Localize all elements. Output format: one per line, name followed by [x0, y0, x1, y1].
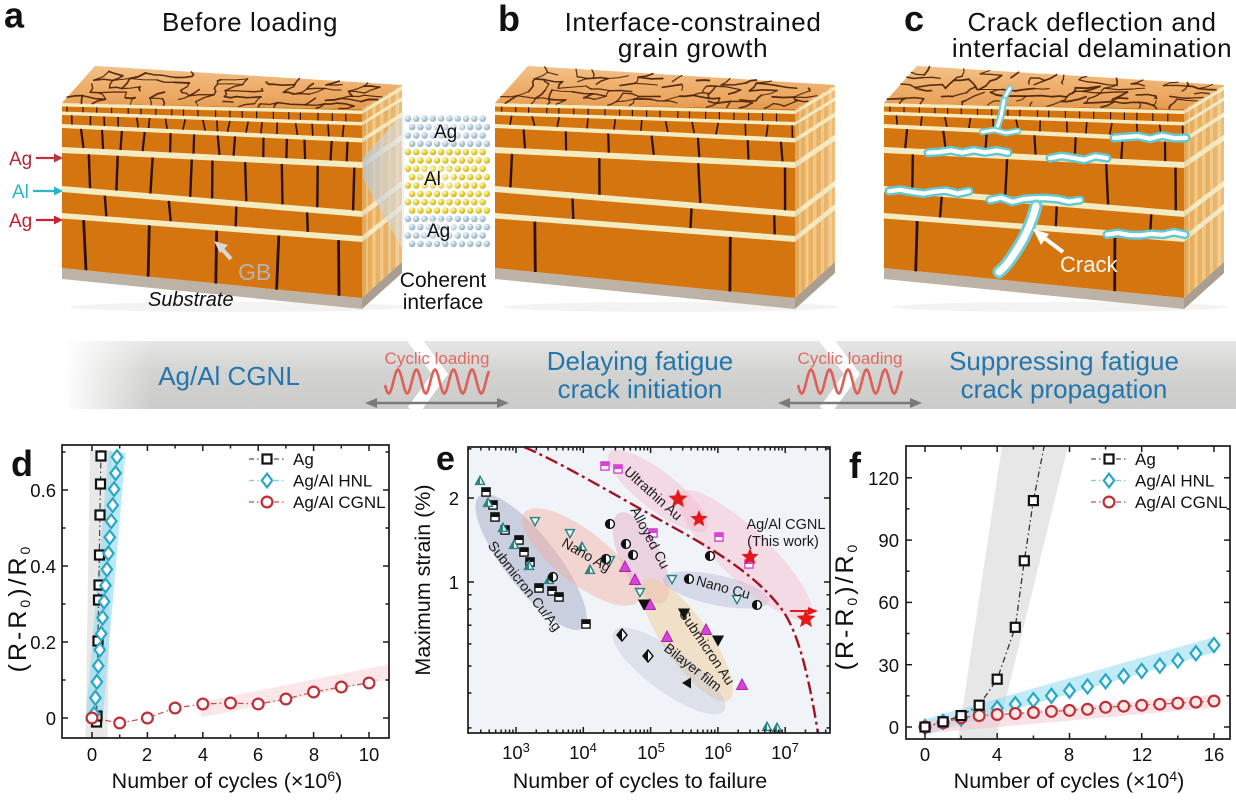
svg-text:0: 0: [889, 717, 899, 738]
svg-text:Ag: Ag: [427, 221, 450, 242]
svg-text:d: d: [11, 443, 33, 484]
svg-text:f: f: [849, 445, 862, 486]
svg-text:Before loading: Before loading: [162, 7, 338, 37]
svg-text:8: 8: [309, 744, 319, 765]
svg-text:0.6: 0.6: [30, 480, 56, 501]
svg-text:Number of cycles (×104): Number of cycles (×104): [954, 768, 1185, 793]
svg-text:e: e: [436, 440, 455, 478]
svg-text:16: 16: [1204, 744, 1225, 765]
svg-text:Ag/Al CGNL: Ag/Al CGNL: [293, 493, 386, 512]
svg-text:GB: GB: [238, 259, 271, 285]
svg-text:2: 2: [142, 744, 152, 765]
svg-text:6: 6: [253, 744, 263, 765]
svg-text:Ag/Al HNL: Ag/Al HNL: [293, 472, 372, 491]
svg-text:crack propagation: crack propagation: [961, 374, 1168, 404]
svg-text:Ag: Ag: [293, 450, 314, 469]
svg-text:Delaying fatigue: Delaying fatigue: [547, 346, 733, 376]
svg-text:Coherent: Coherent: [400, 269, 487, 292]
svg-text:Ag/Al CGNL: Ag/Al CGNL: [1135, 493, 1228, 512]
svg-text:Ag: Ag: [1135, 450, 1156, 469]
svg-text:(R-R0)/R0: (R-R0)/R0: [831, 542, 860, 671]
svg-text:4: 4: [198, 744, 208, 765]
svg-text:Number of cycles (×106): Number of cycles (×106): [112, 768, 343, 793]
svg-text:90: 90: [878, 530, 899, 551]
svg-text:Ag: Ag: [9, 149, 32, 170]
svg-text:0: 0: [920, 744, 930, 765]
svg-text:10: 10: [359, 744, 380, 765]
svg-text:Al: Al: [424, 169, 441, 190]
svg-text:Maximum strain (%): Maximum strain (%): [411, 484, 435, 675]
svg-text:Cyclic loading: Cyclic loading: [798, 349, 903, 368]
svg-text:interface: interface: [403, 291, 484, 314]
svg-text:(R-R0)/R0: (R-R0)/R0: [4, 544, 33, 673]
svg-text:0.2: 0.2: [30, 632, 56, 653]
svg-text:60: 60: [878, 592, 899, 613]
svg-text:0: 0: [46, 708, 56, 729]
svg-text:Al: Al: [12, 182, 29, 203]
svg-text:8: 8: [1064, 744, 1074, 765]
svg-text:Crack: Crack: [1060, 252, 1118, 277]
svg-text:0.4: 0.4: [30, 556, 56, 577]
svg-text:Crack deflection and: Crack deflection and: [967, 7, 1216, 37]
svg-text:(This work): (This work): [747, 534, 819, 550]
svg-text:Interface-constrained: Interface-constrained: [565, 7, 822, 37]
svg-text:Ag/Al HNL: Ag/Al HNL: [1135, 472, 1214, 491]
svg-text:a: a: [4, 0, 25, 36]
svg-text:4: 4: [992, 744, 1002, 765]
svg-text:grain growth: grain growth: [618, 33, 768, 63]
svg-text:Ag/Al CGNL: Ag/Al CGNL: [747, 517, 826, 533]
svg-text:b: b: [498, 0, 520, 39]
svg-text:Cyclic loading: Cyclic loading: [385, 349, 490, 368]
svg-text:Suppressing fatigue: Suppressing fatigue: [949, 346, 1179, 376]
svg-text:Ag: Ag: [434, 122, 457, 143]
svg-text:Ag: Ag: [9, 211, 32, 232]
svg-text:30: 30: [878, 655, 899, 676]
svg-text:interfacial delamination: interfacial delamination: [952, 33, 1232, 63]
svg-text:1: 1: [449, 572, 459, 593]
svg-text:Substrate: Substrate: [148, 289, 234, 311]
svg-text:120: 120: [868, 468, 899, 489]
svg-text:Ag/Al CGNL: Ag/Al CGNL: [158, 361, 300, 391]
svg-text:Number of cycles to failure: Number of cycles to failure: [513, 769, 768, 793]
svg-text:crack initiation: crack initiation: [558, 374, 723, 404]
svg-text:2: 2: [449, 488, 459, 509]
svg-text:0: 0: [87, 744, 97, 765]
svg-text:c: c: [904, 0, 924, 39]
svg-text:12: 12: [1132, 744, 1153, 765]
